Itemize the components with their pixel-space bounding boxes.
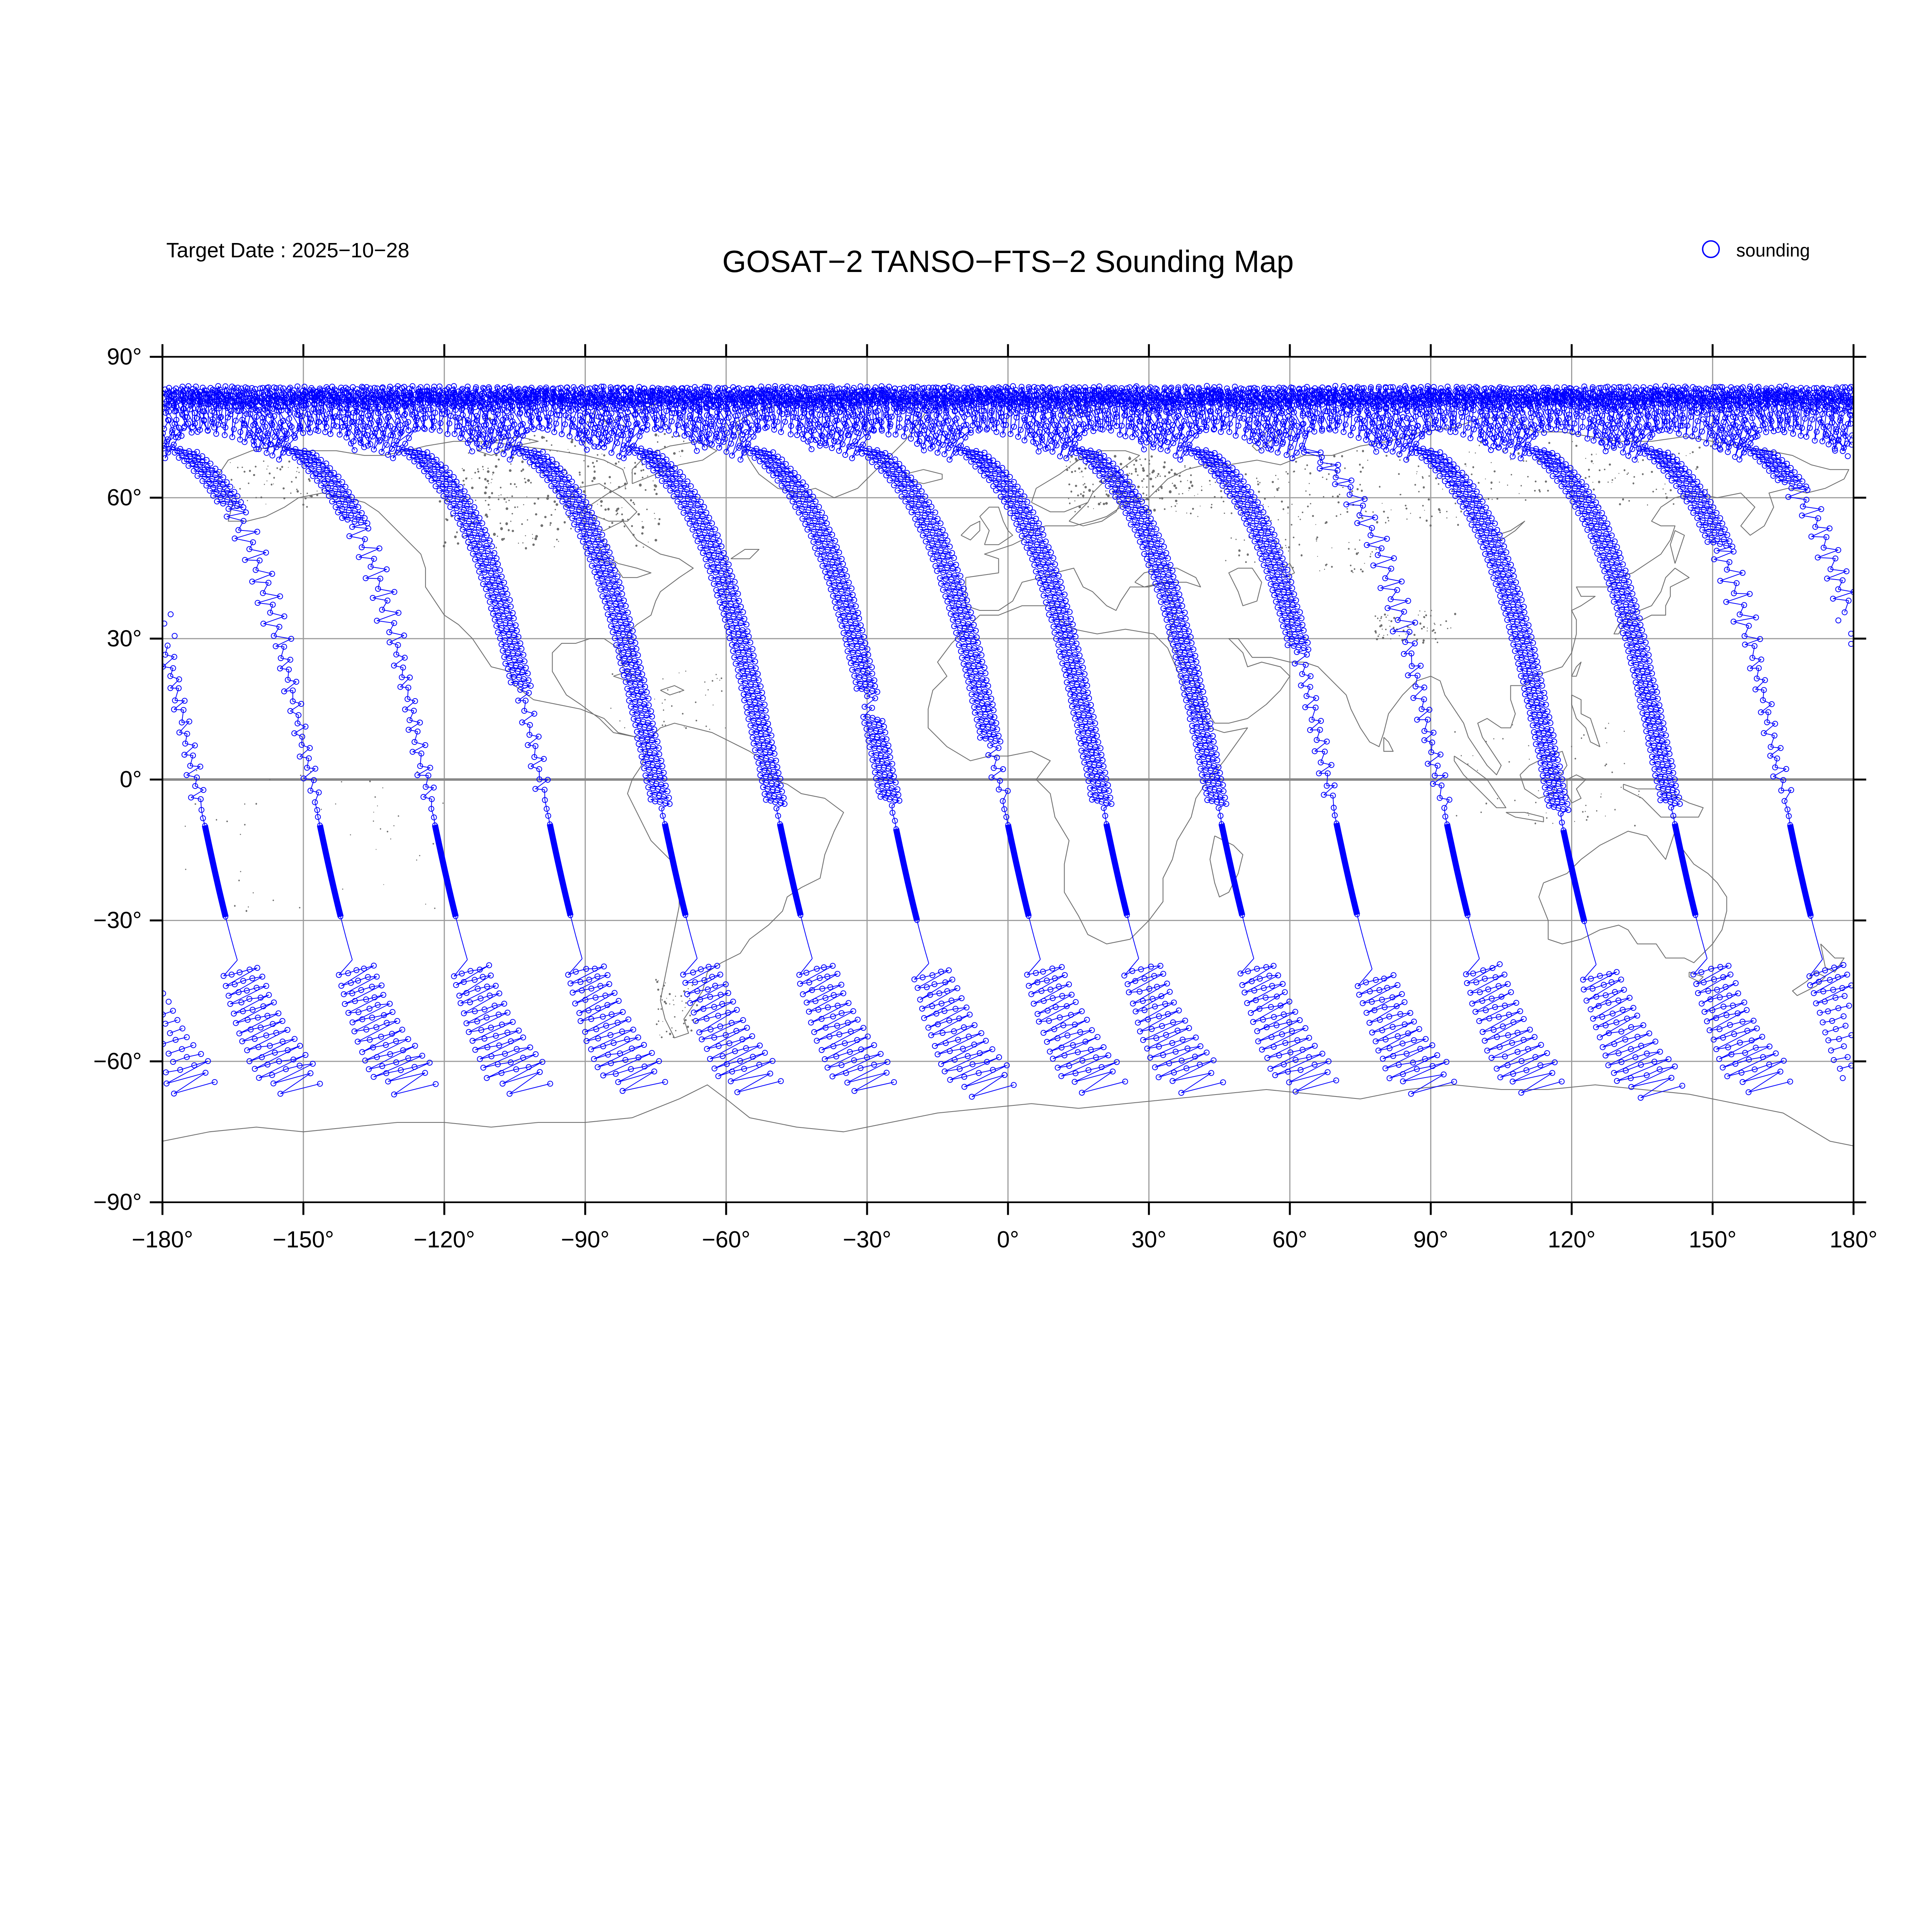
legend: sounding [1702,240,1810,260]
x-tick-label: −180° [132,1227,193,1253]
x-tick-label: −120° [413,1227,475,1253]
x-tick-label: 0° [997,1227,1019,1253]
target-date: Target Date : 2025−10−28 [166,239,409,262]
page-title: GOSAT−2 TANSO−FTS−2 Sounding Map [722,244,1294,279]
y-tick-label: −90° [94,1189,142,1215]
figure-root: Target Date : 2025−10−28 GOSAT−2 TANSO−F… [0,0,1932,1365]
x-tick-label: −90° [561,1227,609,1253]
x-tick-label: −30° [843,1227,891,1253]
x-tick-label: 60° [1272,1227,1308,1253]
y-tick-label: −60° [94,1048,142,1074]
grid-layer [162,357,1853,1202]
y-tick-label: 60° [107,485,141,510]
x-tick-label: 150° [1689,1227,1736,1253]
x-tick-label: −150° [273,1227,334,1253]
x-tick-label: 90° [1413,1227,1449,1253]
legend-label: sounding [1736,240,1810,260]
x-tick-label: 120° [1548,1227,1596,1253]
x-tick-label: 30° [1131,1227,1167,1253]
y-tick-label: 0° [120,767,142,792]
sounding-circle-icon [1702,241,1719,257]
sounding-map-plot: Target Date : 2025−10−28 GOSAT−2 TANSO−F… [0,0,1932,1365]
y-tick-label: 90° [107,343,141,369]
x-tick-label: −60° [702,1227,750,1253]
y-tick-label: 30° [107,626,141,651]
x-tick-label: 180° [1830,1227,1878,1253]
y-tick-label: −30° [94,907,142,933]
map-generated-layers [150,344,1866,1215]
